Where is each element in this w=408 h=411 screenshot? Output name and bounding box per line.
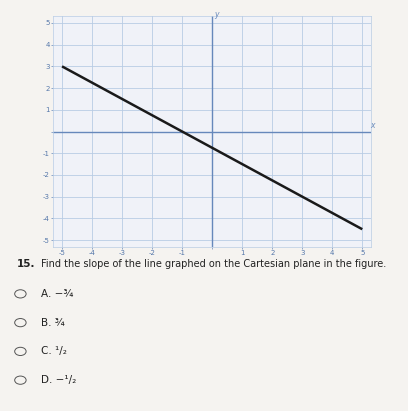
- Text: C. ¹/₂: C. ¹/₂: [41, 346, 67, 356]
- Text: 15.: 15.: [16, 259, 35, 269]
- Text: D. −¹/₂: D. −¹/₂: [41, 375, 76, 385]
- Text: x: x: [370, 121, 374, 130]
- Text: A. −¾: A. −¾: [41, 289, 73, 299]
- Text: y: y: [215, 10, 219, 19]
- Text: B. ¾: B. ¾: [41, 318, 64, 328]
- Text: Find the slope of the line graphed on the Cartesian plane in the figure.: Find the slope of the line graphed on th…: [41, 259, 386, 269]
